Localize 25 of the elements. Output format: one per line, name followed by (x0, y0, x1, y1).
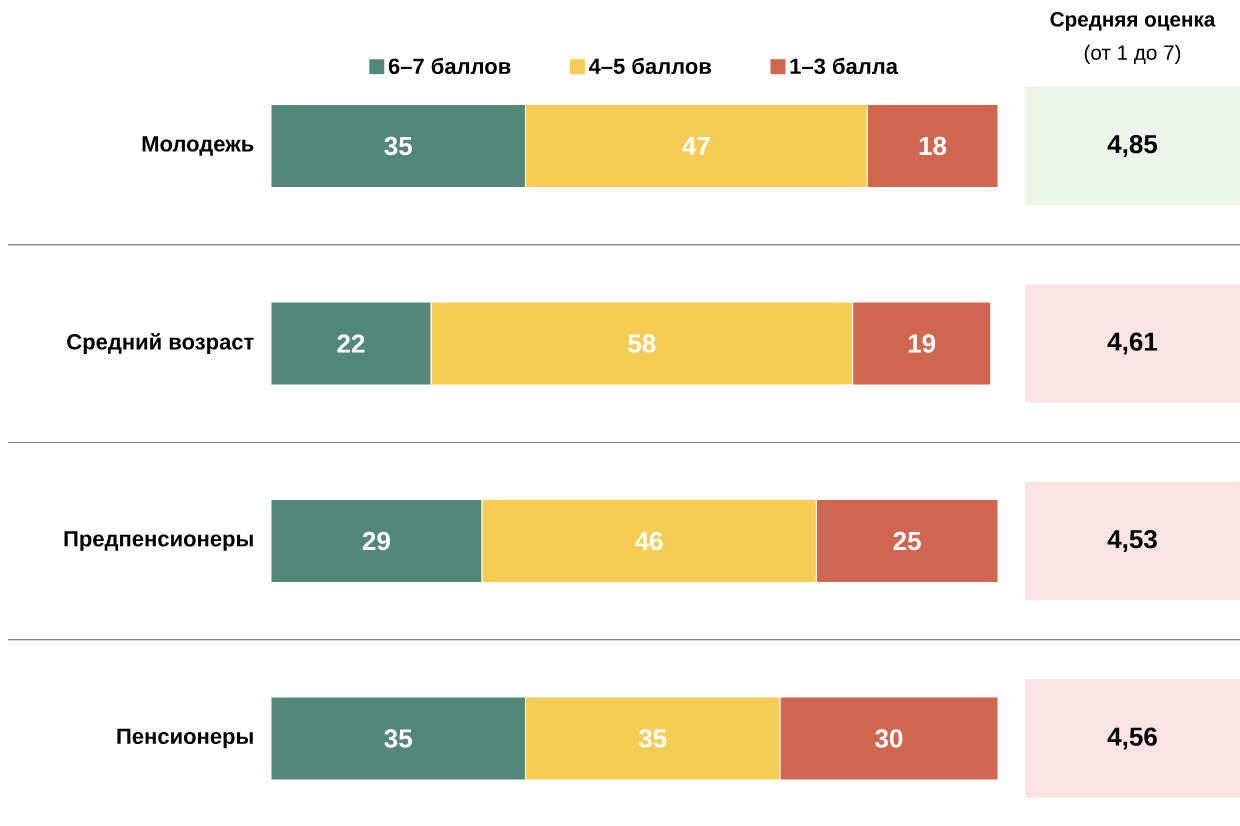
data-label: 22 (337, 334, 365, 353)
data-label: 58 (628, 334, 656, 353)
text: 4,56 (1107, 727, 1157, 750)
legend-label: 4–5 баллов (588, 57, 711, 75)
data-label: 29 (362, 531, 390, 551)
data-label: 47 (682, 137, 710, 155)
data-label: 25 (893, 531, 921, 551)
legend-label: 1–3 балла (790, 57, 899, 75)
y-tick-label: Предпенсионеры (64, 531, 253, 551)
data-label: 19 (908, 334, 936, 353)
y-tick-label: Средний возраст (67, 333, 254, 354)
data-label: 35 (638, 729, 667, 748)
legend-label: 6–7 баллов (388, 57, 511, 75)
text: Средняя оценка (1050, 12, 1216, 31)
text: 4,85 (1107, 134, 1158, 158)
y-tick-label: Пенсионеры (117, 728, 253, 749)
data-label: 35 (384, 136, 412, 156)
data-label: 18 (919, 136, 947, 156)
text: 4,53 (1107, 529, 1157, 553)
data-label: 30 (875, 729, 903, 748)
text: 4,61 (1107, 332, 1158, 355)
data-label: 46 (634, 531, 663, 551)
text: (от 1 до 7) (1084, 44, 1181, 65)
data-label: 35 (384, 729, 412, 748)
y-tick-label: Молодежь (142, 136, 254, 156)
